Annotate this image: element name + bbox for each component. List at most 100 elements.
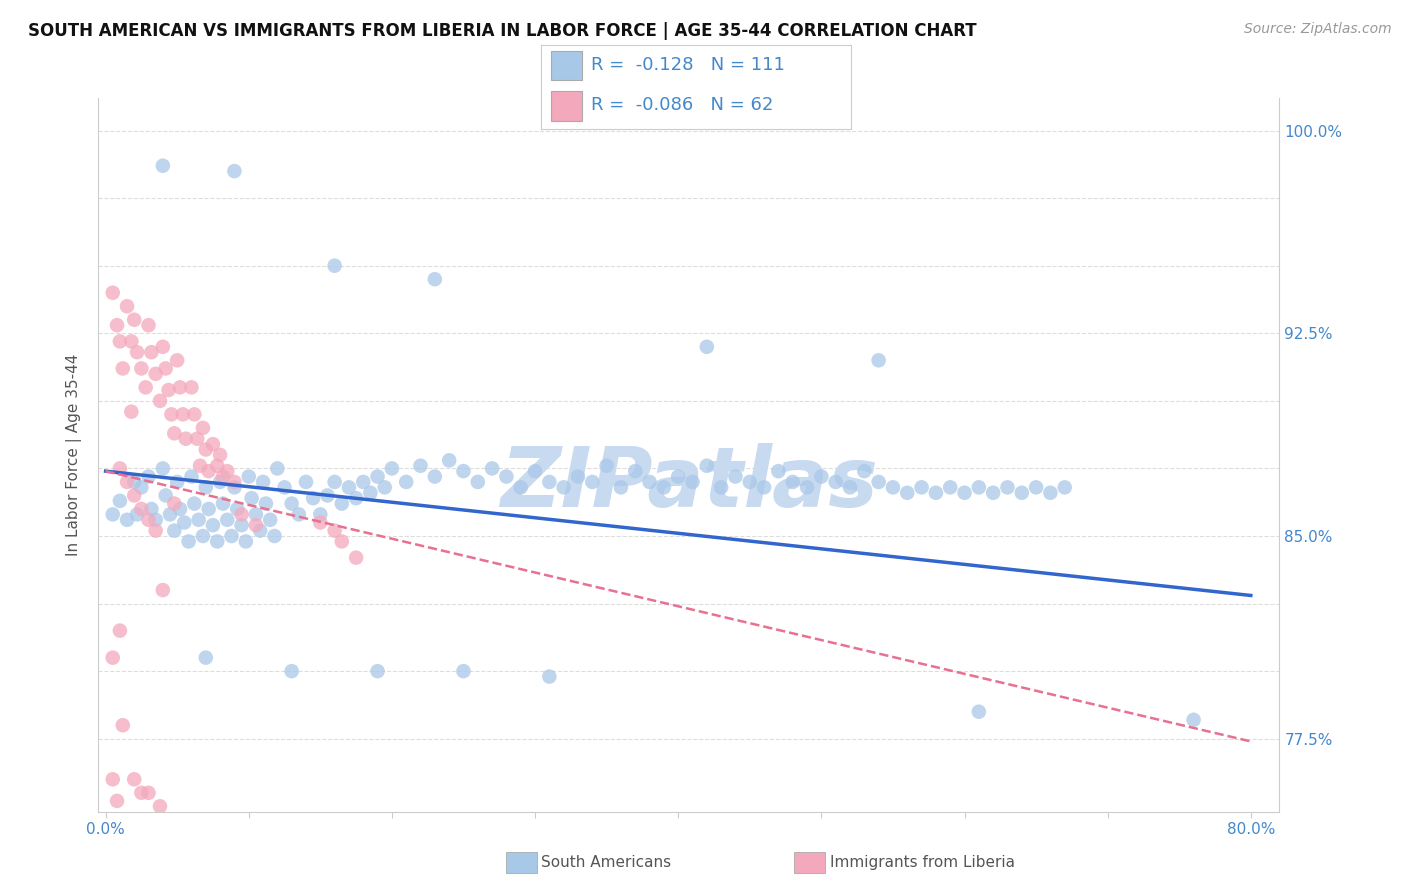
Point [135, 380, 157, 394]
Point [149, 799, 172, 814]
Point [217, 464, 239, 478]
Point [330, 534, 353, 549]
Point [245, 508, 267, 522]
Point [166, 475, 188, 489]
Point [173, 516, 195, 530]
Point [323, 524, 346, 538]
Point [249, 524, 271, 538]
Point [155, 488, 177, 502]
Point [212, 497, 235, 511]
Text: Immigrants from Liberia: Immigrants from Liberia [830, 855, 1015, 870]
Point [254, 497, 277, 511]
Point [131, 502, 153, 516]
Point [152, 340, 174, 354]
Point [359, 485, 381, 500]
Point [163, 497, 186, 511]
Point [495, 469, 517, 483]
Point [752, 480, 775, 494]
Point [191, 529, 214, 543]
Point [839, 480, 862, 494]
Point [553, 480, 575, 494]
Point [824, 475, 846, 489]
Point [925, 485, 948, 500]
Point [409, 458, 432, 473]
Point [524, 464, 547, 478]
Point [652, 480, 675, 494]
Point [197, 502, 219, 516]
Point [122, 312, 145, 326]
Point [231, 518, 253, 533]
Point [138, 318, 160, 333]
Point [224, 480, 246, 494]
Point [111, 361, 134, 376]
Point [152, 583, 174, 598]
Point [101, 772, 124, 787]
Point [125, 345, 148, 359]
Point [1182, 713, 1205, 727]
Point [330, 497, 353, 511]
Point [395, 475, 418, 489]
Point [682, 475, 704, 489]
Point [163, 524, 186, 538]
Y-axis label: In Labor Force | Age 35-44: In Labor Force | Age 35-44 [66, 354, 83, 556]
Point [160, 408, 183, 422]
Point [868, 475, 890, 489]
Point [115, 299, 138, 313]
Point [309, 516, 332, 530]
Point [138, 469, 160, 483]
Point [201, 437, 224, 451]
Point [163, 426, 186, 441]
Point [1011, 485, 1033, 500]
Point [367, 469, 389, 483]
Point [122, 475, 145, 489]
Point [180, 380, 202, 394]
Point [212, 469, 235, 483]
Bar [551, 51, 582, 80]
Point [108, 624, 131, 638]
Point [696, 340, 718, 354]
Point [105, 794, 128, 808]
Point [141, 502, 163, 516]
Point [981, 485, 1004, 500]
Point [240, 491, 263, 505]
Point [141, 345, 163, 359]
Point [868, 353, 890, 368]
Text: South Americans: South Americans [541, 855, 672, 870]
Point [125, 508, 148, 522]
Point [259, 513, 281, 527]
Point [157, 383, 180, 397]
Text: R =  -0.086   N = 62: R = -0.086 N = 62 [591, 96, 773, 114]
Point [509, 480, 531, 494]
Point [217, 513, 239, 527]
Point [910, 480, 932, 494]
Point [581, 475, 603, 489]
Point [437, 453, 460, 467]
Point [108, 461, 131, 475]
Point [453, 664, 475, 678]
Point [183, 497, 205, 511]
Point [967, 705, 990, 719]
Point [159, 508, 181, 522]
Point [738, 475, 761, 489]
Point [302, 491, 325, 505]
Point [710, 480, 733, 494]
Point [796, 480, 818, 494]
Point [120, 405, 142, 419]
Point [169, 380, 191, 394]
Point [201, 518, 224, 533]
Point [953, 485, 976, 500]
Point [155, 361, 177, 376]
Point [131, 361, 153, 376]
Point [172, 408, 194, 422]
Point [273, 480, 295, 494]
Point [101, 508, 124, 522]
Point [323, 259, 346, 273]
Point [120, 334, 142, 349]
Point [138, 513, 160, 527]
Point [226, 502, 249, 516]
Point [101, 285, 124, 300]
Point [696, 458, 718, 473]
Point [853, 464, 876, 478]
Point [152, 461, 174, 475]
Point [108, 494, 131, 508]
